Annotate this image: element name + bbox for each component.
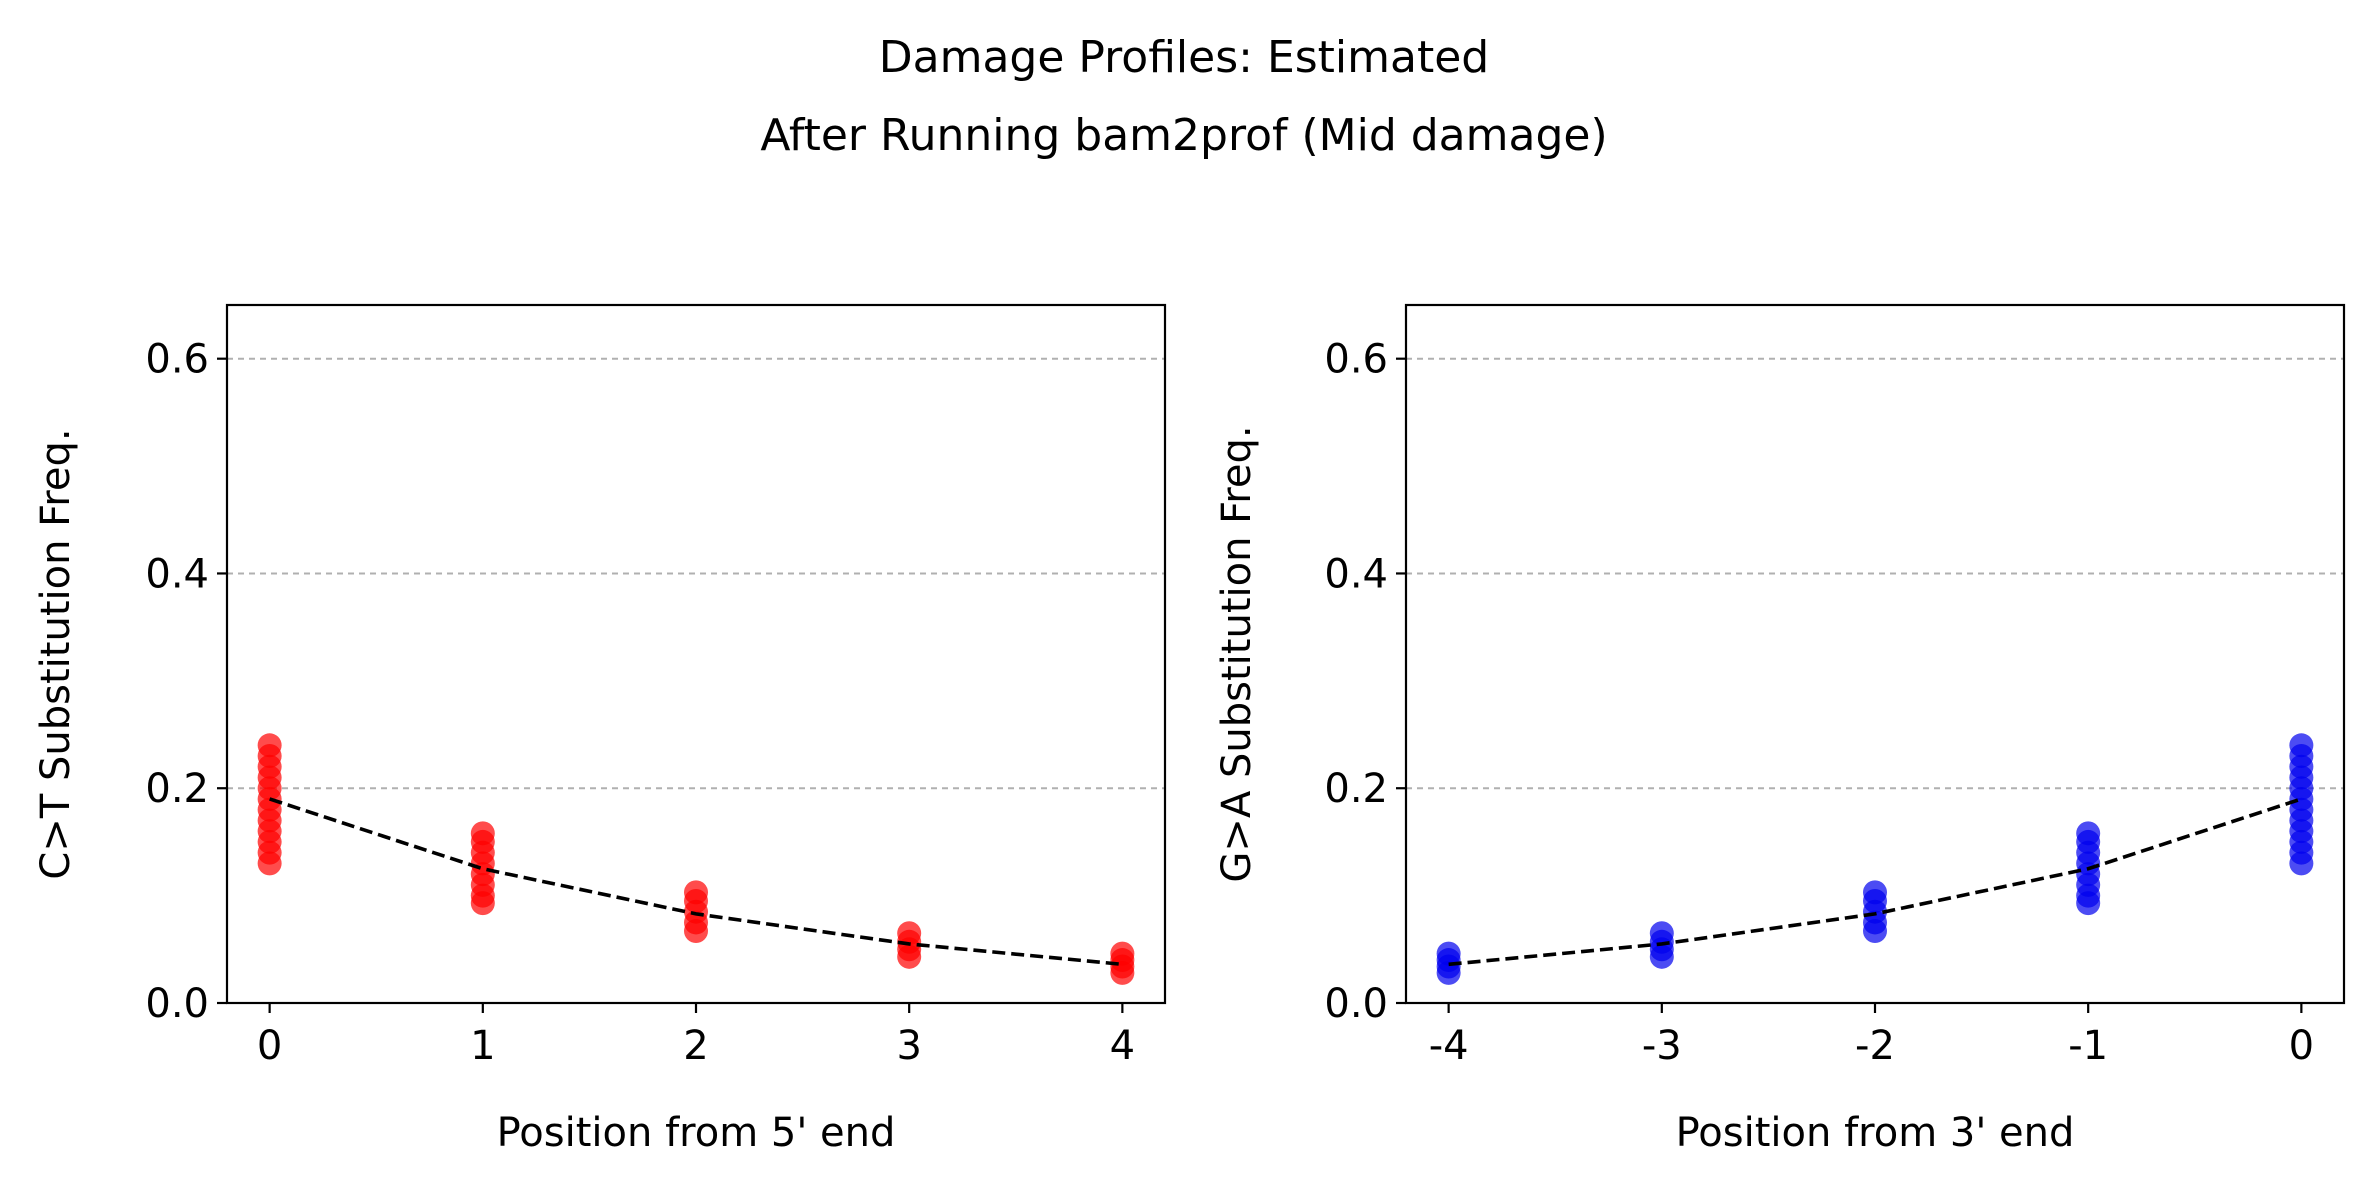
data-point	[2076, 821, 2101, 846]
y-axis-label: C>T Substitution Freq.	[33, 428, 79, 879]
y-tick-label: 0.0	[1324, 981, 1388, 1027]
x-tick-label: 2	[683, 1023, 708, 1069]
y-tick-label: 0.6	[145, 337, 209, 383]
data-point	[684, 880, 708, 905]
y-tick-label: 0.2	[1324, 766, 1388, 812]
x-axis-label: Position from 3' end	[1676, 1110, 2075, 1156]
panel-g-to-a: -4 -3 -2 -1 0 0.0 0.2 0.4 0.6 Position from 3' en…	[1214, 303, 2346, 1156]
y-tick-label: 0.4	[145, 551, 209, 597]
data-point	[257, 733, 282, 758]
y-tick-label: 0.0	[145, 981, 209, 1027]
x-tick-label: 0	[257, 1023, 282, 1069]
x-tick-label: 0	[2289, 1023, 2314, 1069]
x-tick-label: 3	[896, 1023, 921, 1069]
fit-line	[1448, 797, 2302, 967]
x-axis-label: Position from 5' end	[497, 1110, 896, 1156]
data-point	[2289, 733, 2314, 758]
fit-line	[269, 797, 1123, 967]
y-tick-label: 0.2	[145, 766, 209, 812]
chart-title-line-2: After Running bam2prof (Mid damage)	[760, 110, 1607, 161]
x-tick-label: -2	[1855, 1023, 1895, 1069]
data-point	[1863, 880, 1887, 905]
chart-title-line-1: Damage Profiles: Estimated	[879, 32, 1489, 83]
x-tick-label: -3	[1642, 1023, 1682, 1069]
data-point	[470, 821, 495, 846]
y-axis-label: G>A Substitution Freq.	[1214, 425, 1260, 882]
panel-c-to-t: 0 1 2 3 4 0.0 0.2 0.4 0.6 Position from 5' end C>T…	[33, 303, 1167, 1156]
data-point	[1110, 941, 1135, 966]
y-tick-label: 0.6	[1324, 337, 1388, 383]
y-tick-label: 0.4	[1324, 551, 1388, 597]
x-tick-label: -1	[2068, 1023, 2108, 1069]
x-tick-label: 1	[470, 1023, 495, 1069]
x-tick-label: -4	[1429, 1023, 1469, 1069]
data-point	[897, 921, 922, 946]
data-point	[1649, 921, 1674, 946]
x-tick-label: 4	[1110, 1023, 1135, 1069]
data-point	[1436, 941, 1461, 966]
